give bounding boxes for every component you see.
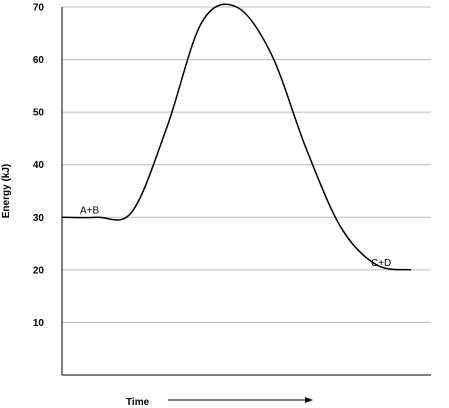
y-tick-label: 10: [33, 318, 45, 329]
y-tick-label: 60: [33, 55, 45, 66]
y-axis-title: Energy (kJ): [1, 164, 12, 218]
annotation-reactants: A+B: [80, 205, 100, 216]
y-tick-label: 40: [33, 160, 45, 171]
time-arrowhead-icon: [305, 397, 313, 403]
x-axis-title: Time: [126, 397, 150, 408]
energy-curve: [61, 3, 412, 271]
y-tick-label: 50: [33, 108, 45, 119]
y-tick-label: 20: [33, 265, 45, 276]
gridlines: [62, 6, 431, 323]
y-tick-label: 30: [33, 213, 45, 224]
y-tick-label: 70: [33, 3, 45, 14]
annotation-products: C+D: [371, 258, 391, 269]
y-tick-labels: 10 20 30 40 50 60 70: [33, 3, 45, 329]
